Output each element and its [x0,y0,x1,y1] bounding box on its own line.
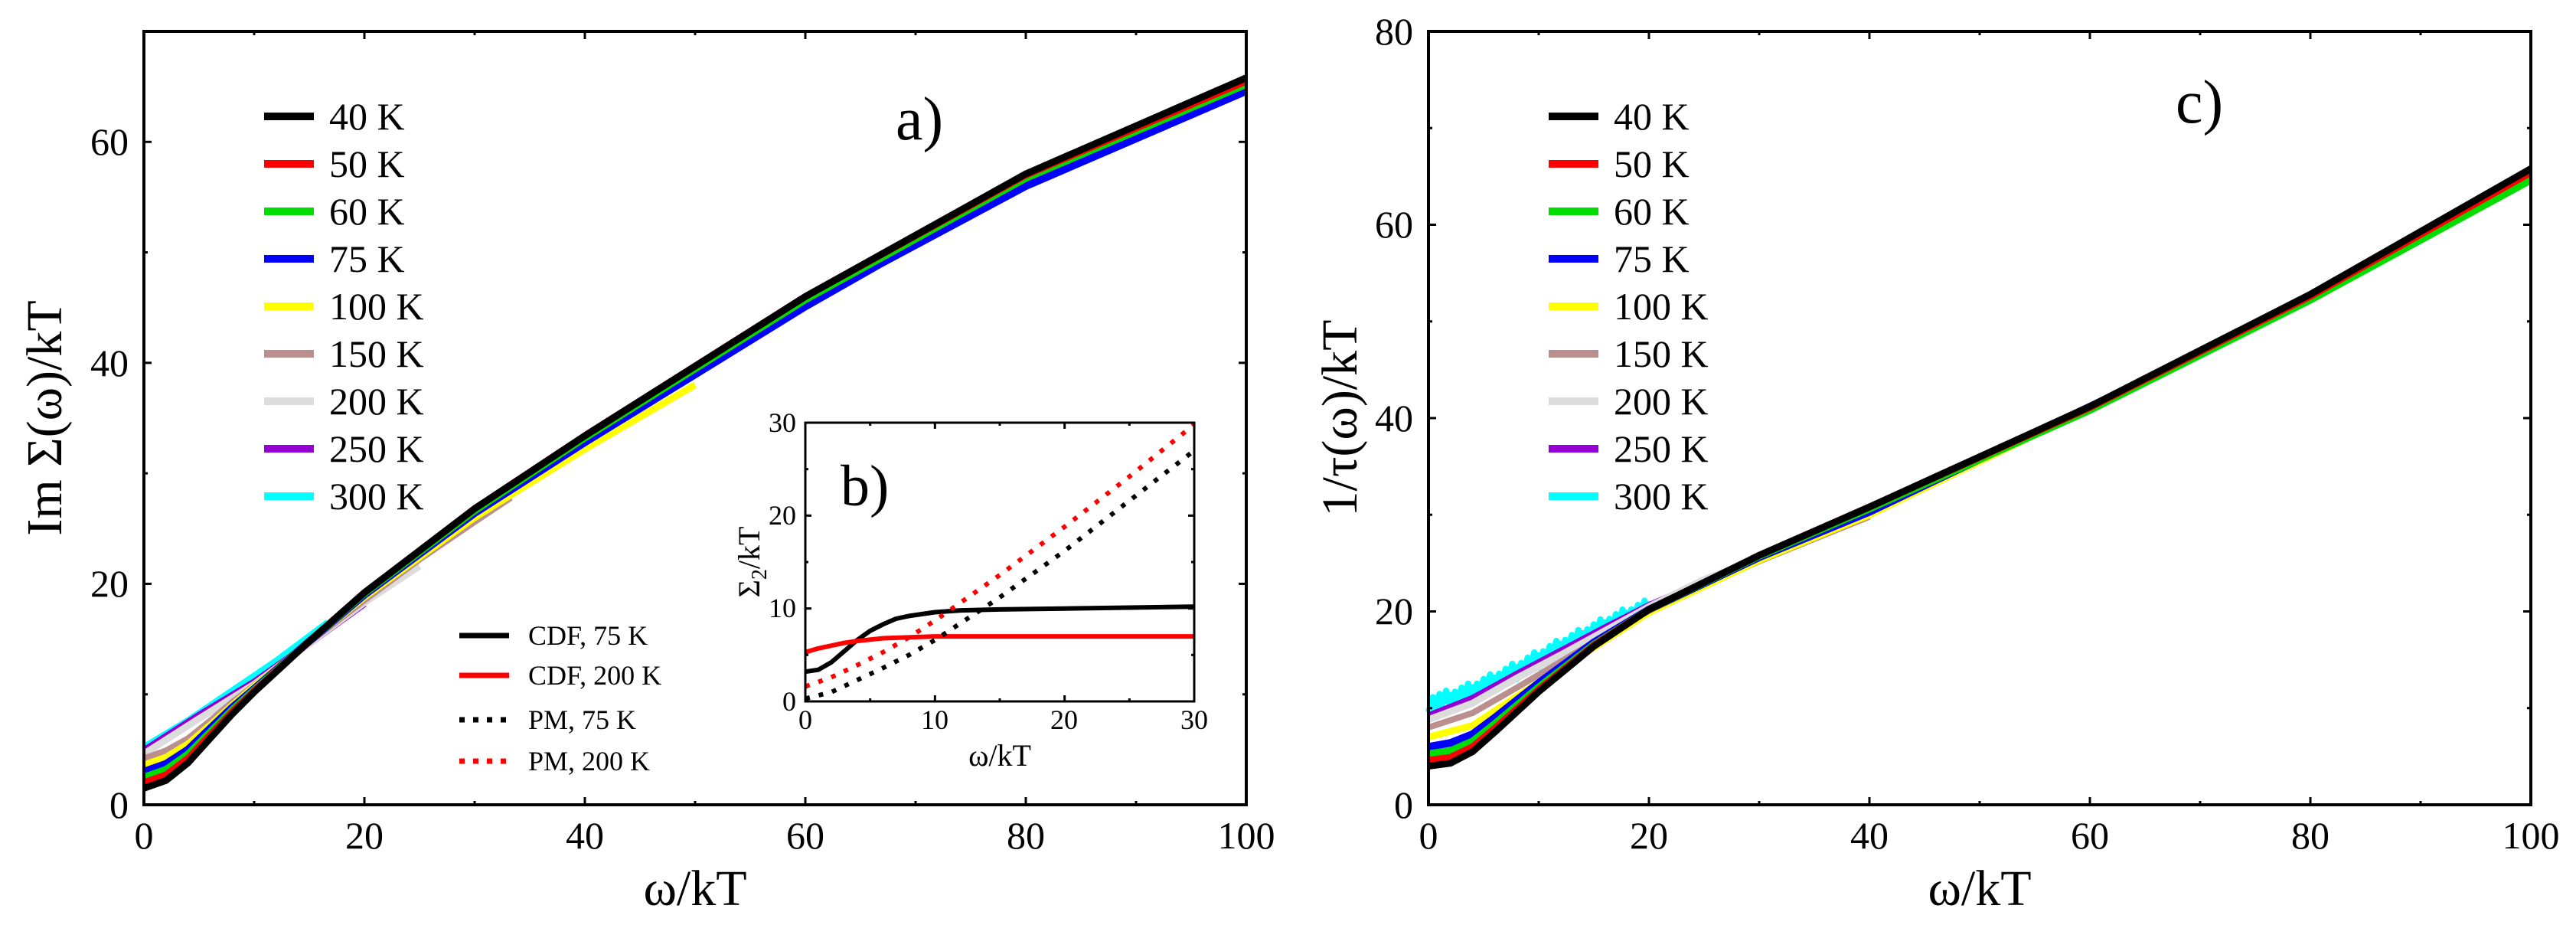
panel-b-tick-marks [804,421,1196,703]
panel-c-xtick-label: 80 [2291,814,2330,857]
panel-a-inset-legend: CDF, 75 K CDF, 200 K PM, 75 K PM, 200 K [459,620,661,776]
panel-b-ytick-label: 30 [769,407,796,438]
inset-legend-label-cdf-75k: CDF, 75 K [528,620,648,651]
panel-b-xtick-label: 10 [921,704,948,735]
panel-b-ylabel: Σ2/kT [732,527,772,598]
panel-a-xtick-label: 60 [786,814,824,857]
panel-c-xtick-label: 40 [1850,814,1889,857]
panel-c-ylabel: 1/τ(ω)/kT [1312,320,1368,517]
panel-c-xlabel: ω/kT [1928,861,2031,917]
panel-a-series-300-k [142,619,331,750]
legend-label-150k: 150 K [329,332,424,375]
panel-c-temperature-legend: 40 K 50 K 60 K 75 K 100 K 150 K 200 K 25… [1549,95,1709,518]
panel-b-background [805,423,1194,701]
panel-b-ytick-label: 10 [769,593,796,623]
panel-c-xtick-label: 20 [1630,814,1668,857]
panel-a: 0 20 40 60 80 100 0 20 40 60 ω/kT Im Σ(ω… [17,30,1275,917]
panel-a-xtick-label: 40 [566,814,604,857]
panel-a-xtick-label: 100 [1218,814,1275,857]
panel-b-ytick-label: 20 [769,500,796,531]
panel-c-ytick-label: 0 [1394,783,1413,826]
panel-c-ytick-label: 60 [1375,203,1413,246]
legend-label-150k: 150 K [1614,332,1709,375]
legend-label-100k: 100 K [1614,285,1709,328]
panel-a-temperature-legend: 40 K 50 K 60 K 75 K 100 K 150 K 200 K 25… [264,95,424,518]
legend-label-40k: 40 K [1614,95,1690,138]
panel-b-series-pm-200-k [804,423,1196,689]
legend-label-250k: 250 K [1614,427,1709,470]
legend-label-60k: 60 K [329,190,405,233]
panel-b-series-pm-75-k [805,449,1196,701]
panel-c-xtick-label: 60 [2071,814,2109,857]
legend-label-200k: 200 K [329,380,424,423]
legend-label-100k: 100 K [329,285,424,328]
panel-a-label: a) [896,86,943,153]
inset-legend-label-pm-200k: PM, 200 K [528,746,650,776]
legend-label-40k: 40 K [329,95,405,138]
panel-c-tick-marks [1427,30,2532,806]
panel-c-ytick-label: 80 [1375,10,1413,53]
panel-c-series-40-k [1428,165,2533,770]
panel-b-xtick-label: 30 [1180,704,1208,735]
panel-b-series-group [804,423,1196,701]
panel-b-label: b) [841,454,889,518]
panel-a-ytick-label: 40 [90,342,129,384]
legend-label-50k: 50 K [1614,142,1690,185]
panel-b-series-cdf-200-k [805,634,1194,655]
panel-a-tick-marks [142,30,1248,806]
panel-c-xtick-label: 100 [2503,814,2560,857]
legend-label-200k: 200 K [1614,380,1709,423]
panel-a-ytick-label: 20 [90,562,129,605]
panel-b-xtick-label: 20 [1050,704,1078,735]
panel-a-xtick-label: 0 [135,814,154,857]
panel-a-xtick-label: 80 [1007,814,1045,857]
panel-c-ytick-label: 40 [1375,397,1413,440]
panel-a-ylabel: Im Σ(ω)/kT [17,300,73,535]
legend-label-75k: 75 K [1614,237,1690,280]
panel-c-series-150-k [1427,514,1871,731]
panel-c-series-group [1425,165,2533,770]
panel-c-ytick-label: 20 [1375,590,1413,632]
panel-a-ytick-label: 0 [109,783,129,826]
panel-a-xtick-label: 20 [345,814,384,857]
panel-a-series-group [142,74,1248,792]
legend-label-300k: 300 K [1614,475,1709,518]
legend-label-300k: 300 K [329,475,424,518]
legend-label-60k: 60 K [1614,190,1690,233]
panel-a-series-40-k [142,74,1248,792]
panel-b-series-cdf-75-k [805,604,1195,675]
panel-a-xlabel: ω/kT [643,861,746,917]
inset-legend-label-cdf-200k: CDF, 200 K [528,660,661,691]
panel-c-label: c) [2176,69,2223,136]
panel-b-xtick-label: 0 [798,704,812,735]
panel-a-ytick-label: 60 [90,120,129,163]
panel-c-xtick-label: 0 [1419,814,1438,857]
panel-b-ytick-label: 0 [782,686,796,717]
panel-b-xlabel: ω/kT [968,738,1031,773]
legend-label-75k: 75 K [329,237,405,280]
legend-label-50k: 50 K [329,142,405,185]
inset-legend-label-pm-75k: PM, 75 K [528,704,636,735]
legend-label-250k: 250 K [329,427,424,470]
panel-b-inset: 0 10 20 30 0 10 20 30 ω/kT Σ2/kT b) [732,407,1208,773]
panel-c: 0 20 40 60 80 100 0 20 40 60 80 ω/kT 1/τ… [1312,10,2560,917]
panel-c-frame [1427,30,2532,806]
